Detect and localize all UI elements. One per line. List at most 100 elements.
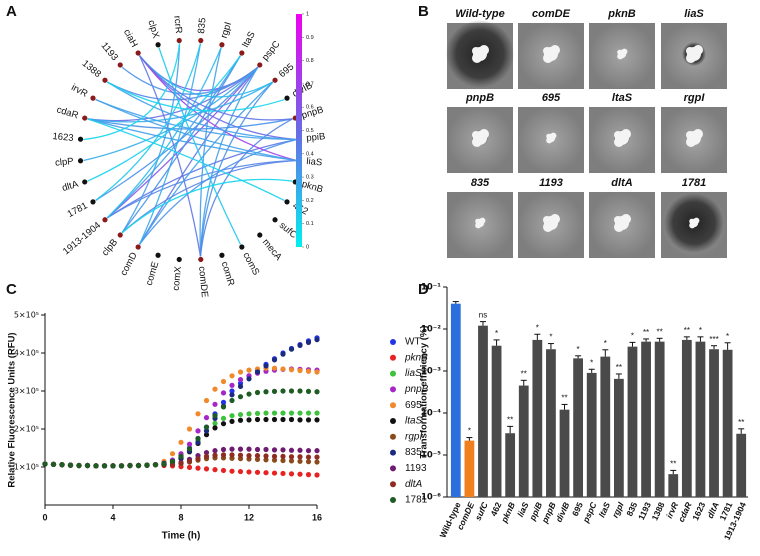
network-node <box>219 42 225 48</box>
significance-label: * <box>631 331 634 340</box>
network-edge <box>158 47 242 245</box>
data-point <box>280 366 286 372</box>
data-point <box>220 452 227 458</box>
panel-label: D <box>418 281 429 298</box>
significance-label: ** <box>561 394 567 403</box>
bar <box>478 325 488 497</box>
data-point <box>229 392 235 398</box>
legend-label: rgpI <box>405 431 422 442</box>
data-point <box>271 357 278 363</box>
colony <box>543 222 553 232</box>
data-point <box>288 447 295 453</box>
data-point <box>288 346 295 352</box>
data-point <box>195 456 201 462</box>
data-point <box>161 461 167 467</box>
data-point <box>203 424 210 430</box>
data-point <box>59 462 65 468</box>
colorbar-tick-label: 0 <box>306 244 309 250</box>
significance-label: * <box>726 332 729 341</box>
data-point <box>271 388 278 394</box>
legend-marker <box>390 418 396 424</box>
bar <box>627 346 638 497</box>
data-point <box>263 453 269 459</box>
network-edge <box>87 118 285 202</box>
data-point <box>118 463 125 469</box>
node-label: 835 <box>196 17 209 34</box>
network-edge <box>121 55 242 234</box>
image-label: 835 <box>471 177 490 189</box>
network-node <box>155 252 161 258</box>
error-bar <box>534 333 541 340</box>
legend-marker <box>390 433 396 440</box>
significance-label: *** <box>709 335 718 344</box>
data-point <box>314 389 320 395</box>
network-edge <box>106 159 297 219</box>
data-point <box>203 397 210 404</box>
image-label: comDE <box>532 8 571 20</box>
colony <box>686 53 696 63</box>
network-node <box>155 42 161 48</box>
colony <box>693 45 703 55</box>
y-tick-label: 10⁻⁴ <box>421 409 441 419</box>
data-point <box>246 469 252 475</box>
node-label: 1913-1904 <box>61 220 103 257</box>
data-point <box>237 411 244 418</box>
network-node <box>176 256 182 263</box>
data-point <box>254 389 261 396</box>
data-point <box>50 461 57 467</box>
x-axis-title: Time (h) <box>162 531 201 542</box>
node-label: comR <box>219 260 237 287</box>
data-point <box>271 365 278 371</box>
data-point <box>280 457 286 464</box>
network-edge <box>106 81 297 141</box>
network-node <box>135 244 141 250</box>
bar <box>573 358 584 497</box>
bar <box>559 409 570 497</box>
data-point <box>93 463 99 469</box>
legend-marker <box>390 339 396 345</box>
x-tick-label: 4 <box>110 512 115 522</box>
data-point <box>220 446 227 453</box>
data-point <box>288 410 295 416</box>
error-bar <box>629 341 636 347</box>
data-point <box>271 447 278 453</box>
error-bar <box>697 336 704 342</box>
data-point <box>254 369 261 375</box>
panel-label: A <box>6 3 17 20</box>
node-label: sufC <box>277 220 299 241</box>
network: rcrR 835 rgpI ltaS pspC695divIBpnpBppiBliaSp… <box>52 15 326 298</box>
panel-label: B <box>418 3 429 20</box>
network-node <box>257 62 263 68</box>
network-node <box>284 199 290 205</box>
significance-label: ** <box>657 327 663 336</box>
colony <box>543 216 551 224</box>
node-label: irvR <box>69 82 89 100</box>
data-point <box>314 417 320 423</box>
y-tick-label: 10⁻⁵ <box>421 451 441 461</box>
error-bar <box>656 337 663 342</box>
colony <box>543 47 551 55</box>
data-point <box>195 435 201 442</box>
network-node <box>272 217 278 223</box>
error-bar <box>479 321 486 326</box>
y-axis-title: Transformation efficiency (%) <box>419 325 430 458</box>
error-bar <box>588 368 595 373</box>
data-point <box>263 457 269 463</box>
error-bar <box>547 343 554 350</box>
data-point <box>314 337 320 343</box>
data-point <box>229 468 235 474</box>
colony <box>472 131 480 139</box>
x-tick-label: 1388 <box>649 500 666 522</box>
bar <box>546 349 556 497</box>
y-axis-title: Relative Fluorescence Units (RFU) <box>7 332 18 487</box>
network-edge <box>106 81 285 112</box>
colony <box>617 49 622 55</box>
data-point <box>305 410 312 416</box>
data-point <box>237 383 244 390</box>
data-point <box>246 391 252 397</box>
colony <box>686 137 696 147</box>
error-bar <box>493 339 500 346</box>
node-label: cdaR <box>55 104 80 121</box>
network-node <box>239 244 245 250</box>
colorbar-tick-label: 0.1 <box>306 221 314 227</box>
